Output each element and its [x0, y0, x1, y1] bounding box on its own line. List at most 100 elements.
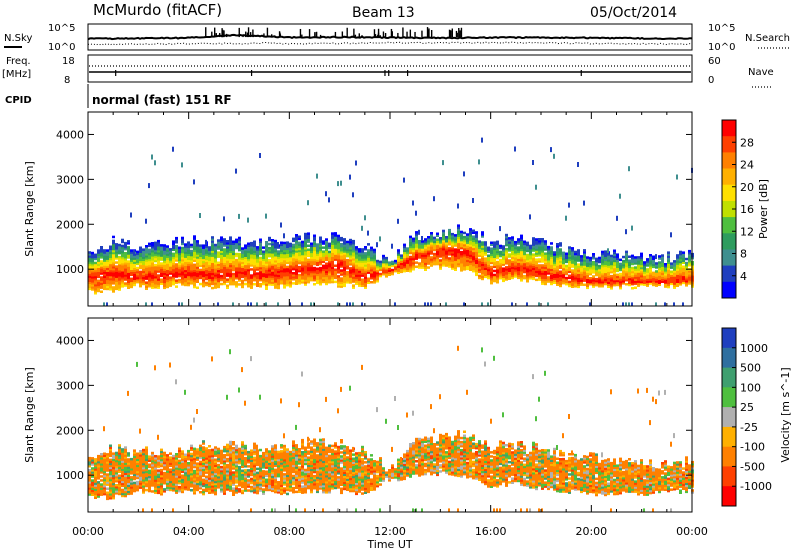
data-cell	[211, 272, 214, 276]
data-cell	[559, 250, 562, 253]
data-cell	[112, 270, 115, 273]
data-cell	[103, 253, 106, 256]
data-cell	[532, 259, 535, 262]
data-cell	[421, 252, 424, 255]
data-cell	[358, 260, 361, 263]
data-cell	[256, 282, 259, 285]
data-cell	[652, 275, 655, 279]
data-cell	[511, 248, 514, 251]
data-cell	[442, 233, 445, 237]
data-cell	[553, 255, 556, 258]
data-cell	[163, 488, 166, 491]
data-cell	[202, 466, 205, 469]
data-cell	[184, 251, 187, 254]
data-cell	[121, 285, 124, 288]
data-cell	[247, 274, 250, 278]
data-cell	[520, 260, 523, 264]
data-cell	[184, 463, 187, 467]
data-cell	[115, 480, 118, 483]
data-cell	[550, 278, 553, 282]
data-cell	[109, 283, 112, 287]
data-cell	[370, 277, 373, 280]
data-cell	[109, 452, 112, 456]
data-cell	[148, 487, 151, 491]
data-cell	[532, 269, 535, 272]
data-cell	[259, 260, 262, 264]
data-cell	[97, 253, 100, 256]
data-cell	[130, 470, 133, 473]
data-cell	[130, 461, 133, 465]
data-cell	[136, 278, 139, 282]
data-cell	[508, 239, 511, 242]
data-cell	[127, 278, 130, 281]
data-cell	[184, 389, 186, 395]
data-cell	[247, 258, 250, 262]
data-cell	[550, 254, 553, 257]
data-cell	[202, 452, 205, 455]
data-cell	[337, 267, 340, 270]
data-cell	[214, 460, 217, 463]
data-cell	[493, 259, 496, 263]
data-cell	[88, 493, 91, 496]
data-cell	[337, 252, 340, 256]
data-cell	[199, 468, 202, 472]
data-cell	[628, 261, 631, 264]
data-cell	[646, 282, 649, 285]
data-cell	[364, 215, 366, 221]
data-cell	[151, 455, 154, 459]
data-cell	[175, 461, 178, 464]
data-cell	[352, 256, 355, 259]
data-cell	[175, 483, 178, 486]
data-cell	[181, 458, 184, 461]
data-cell	[208, 252, 211, 255]
data-cell	[550, 280, 553, 284]
data-cell	[169, 260, 172, 263]
data-cell	[550, 248, 553, 251]
data-cell	[631, 287, 634, 290]
data-cell	[271, 275, 274, 278]
data-cell	[337, 275, 340, 278]
data-cell	[550, 256, 553, 259]
data-cell	[190, 454, 193, 458]
data-cell	[280, 277, 283, 281]
data-cell	[106, 263, 109, 266]
data-cell	[244, 260, 247, 264]
data-cell	[607, 271, 610, 274]
data-cell	[466, 251, 469, 254]
data-cell	[676, 276, 679, 279]
data-cell	[688, 280, 691, 283]
data-cell	[652, 257, 655, 260]
data-cell	[577, 285, 580, 289]
data-cell	[481, 265, 484, 269]
data-cell	[238, 269, 241, 272]
data-cell	[454, 254, 457, 257]
data-cell	[571, 249, 574, 252]
data-cell	[244, 248, 247, 251]
data-cell	[166, 285, 169, 289]
data-cell	[112, 458, 115, 461]
data-cell	[349, 246, 352, 250]
data-cell	[670, 276, 673, 279]
data-cell	[445, 236, 448, 239]
data-cell	[271, 261, 274, 264]
data-cell	[157, 489, 160, 493]
data-cell	[199, 250, 202, 253]
data-cell	[670, 270, 673, 273]
data-cell	[343, 246, 346, 249]
data-cell	[190, 255, 193, 259]
data-cell	[556, 251, 559, 254]
data-cell	[646, 274, 649, 277]
data-cell	[349, 263, 352, 266]
data-cell	[424, 248, 427, 251]
data-cell	[232, 268, 235, 272]
data-cell	[313, 274, 316, 278]
data-cell	[343, 248, 346, 251]
data-cell	[394, 259, 397, 263]
data-cell	[109, 476, 112, 480]
data-cell	[565, 252, 568, 255]
data-cell	[148, 463, 151, 466]
data-cell	[451, 232, 454, 236]
data-cell	[631, 262, 634, 266]
data-cell	[226, 264, 229, 267]
